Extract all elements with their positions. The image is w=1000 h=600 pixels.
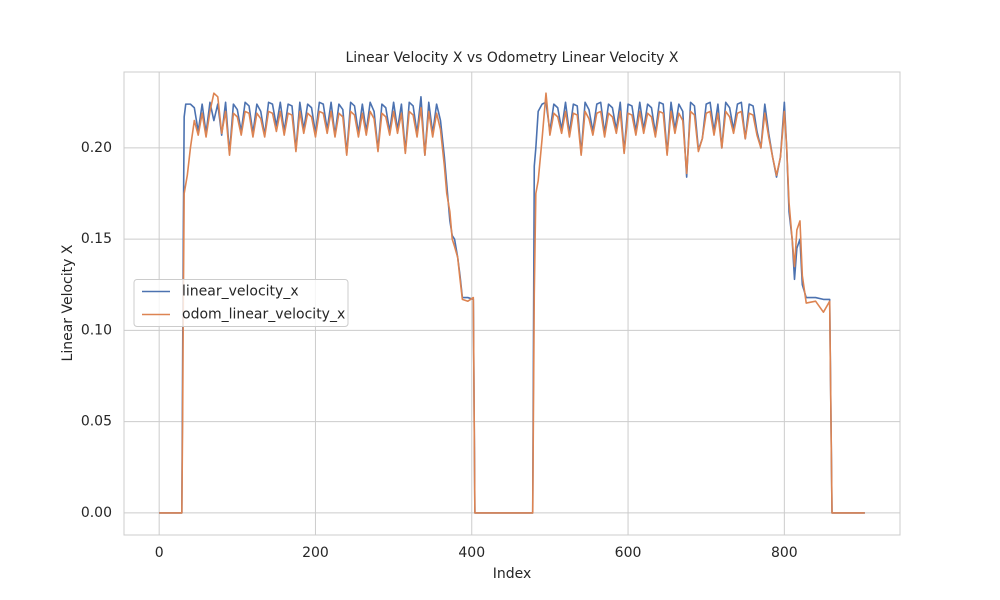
plot-frame bbox=[123, 71, 901, 536]
chart-title: Linear Velocity X vs Odometry Linear Vel… bbox=[345, 50, 678, 66]
x-tick-label: 200 bbox=[302, 545, 329, 561]
x-axis-label: Index bbox=[493, 566, 532, 582]
x-tick-label: 0 bbox=[155, 545, 164, 561]
y-tick-label: 0.00 bbox=[81, 505, 112, 521]
y-axis-label: Linear Velocity X bbox=[60, 244, 76, 361]
x-tick-label: 600 bbox=[615, 545, 642, 561]
legend-label: linear_velocity_x bbox=[182, 284, 299, 300]
legend-label: odom_linear_velocity_x bbox=[182, 307, 345, 323]
y-tick-label: 0.05 bbox=[81, 414, 112, 430]
series-line bbox=[159, 92, 865, 514]
y-tick-label: 0.10 bbox=[81, 322, 112, 338]
y-tick-label: 0.20 bbox=[81, 140, 112, 156]
y-tick-label: 0.15 bbox=[81, 231, 112, 247]
x-tick-label: 400 bbox=[458, 545, 485, 561]
x-tick-label: 800 bbox=[771, 545, 798, 561]
legend-box bbox=[133, 279, 349, 327]
